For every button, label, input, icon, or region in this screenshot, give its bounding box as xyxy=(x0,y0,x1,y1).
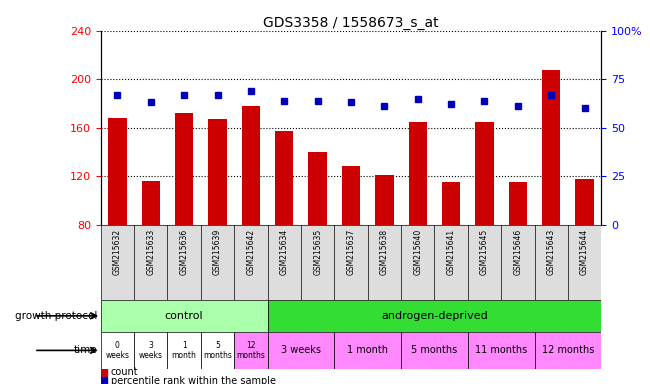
Text: GSM215640: GSM215640 xyxy=(413,228,423,275)
Text: 0
weeks: 0 weeks xyxy=(105,341,129,360)
Text: 11 months: 11 months xyxy=(475,345,527,356)
Text: 1 month: 1 month xyxy=(347,345,388,356)
Bar xyxy=(109,118,127,225)
Text: GSM215646: GSM215646 xyxy=(514,228,523,275)
Bar xyxy=(309,152,327,225)
Text: GSM215632: GSM215632 xyxy=(113,228,122,275)
Bar xyxy=(475,122,493,225)
Bar xyxy=(275,131,293,225)
Text: 1
month: 1 month xyxy=(172,341,196,360)
Text: GSM215636: GSM215636 xyxy=(179,228,188,275)
Text: time: time xyxy=(74,345,98,356)
Bar xyxy=(468,332,534,369)
Bar xyxy=(375,175,393,225)
Bar xyxy=(268,300,601,332)
Text: growth protocol: growth protocol xyxy=(15,311,98,321)
Bar xyxy=(234,332,268,369)
Bar xyxy=(242,106,260,225)
Bar xyxy=(168,332,201,369)
Text: 5 months: 5 months xyxy=(411,345,458,356)
Bar xyxy=(542,70,560,225)
Bar xyxy=(534,332,601,369)
Bar xyxy=(142,181,160,225)
Text: 12
months: 12 months xyxy=(237,341,265,360)
Bar xyxy=(201,332,234,369)
Text: 3 weeks: 3 weeks xyxy=(281,345,321,356)
Text: GSM215645: GSM215645 xyxy=(480,228,489,275)
Text: 12 months: 12 months xyxy=(541,345,594,356)
Title: GDS3358 / 1558673_s_at: GDS3358 / 1558673_s_at xyxy=(263,16,439,30)
Text: 5
months: 5 months xyxy=(203,341,232,360)
Text: GSM215634: GSM215634 xyxy=(280,228,289,275)
Bar xyxy=(175,113,193,225)
Text: GSM215641: GSM215641 xyxy=(447,228,456,275)
Bar xyxy=(409,122,427,225)
Bar xyxy=(575,179,593,225)
Text: GSM215638: GSM215638 xyxy=(380,228,389,275)
Text: percentile rank within the sample: percentile rank within the sample xyxy=(111,376,276,384)
Text: GSM215635: GSM215635 xyxy=(313,228,322,275)
Text: GSM215642: GSM215642 xyxy=(246,228,255,275)
Bar xyxy=(209,119,227,225)
Bar xyxy=(268,332,334,369)
Text: GSM215644: GSM215644 xyxy=(580,228,589,275)
Bar xyxy=(342,167,360,225)
Text: GSM215639: GSM215639 xyxy=(213,228,222,275)
Text: count: count xyxy=(111,367,138,377)
Text: GSM215637: GSM215637 xyxy=(346,228,356,275)
Bar xyxy=(442,182,460,225)
Text: GSM215643: GSM215643 xyxy=(547,228,556,275)
Bar xyxy=(509,182,527,225)
Bar xyxy=(334,332,401,369)
Text: 3
weeks: 3 weeks xyxy=(139,341,162,360)
Bar xyxy=(401,332,468,369)
Text: GSM215633: GSM215633 xyxy=(146,228,155,275)
Bar xyxy=(134,332,168,369)
Bar xyxy=(101,300,268,332)
Text: androgen-deprived: androgen-deprived xyxy=(381,311,488,321)
Text: control: control xyxy=(165,311,203,321)
Bar xyxy=(101,332,134,369)
